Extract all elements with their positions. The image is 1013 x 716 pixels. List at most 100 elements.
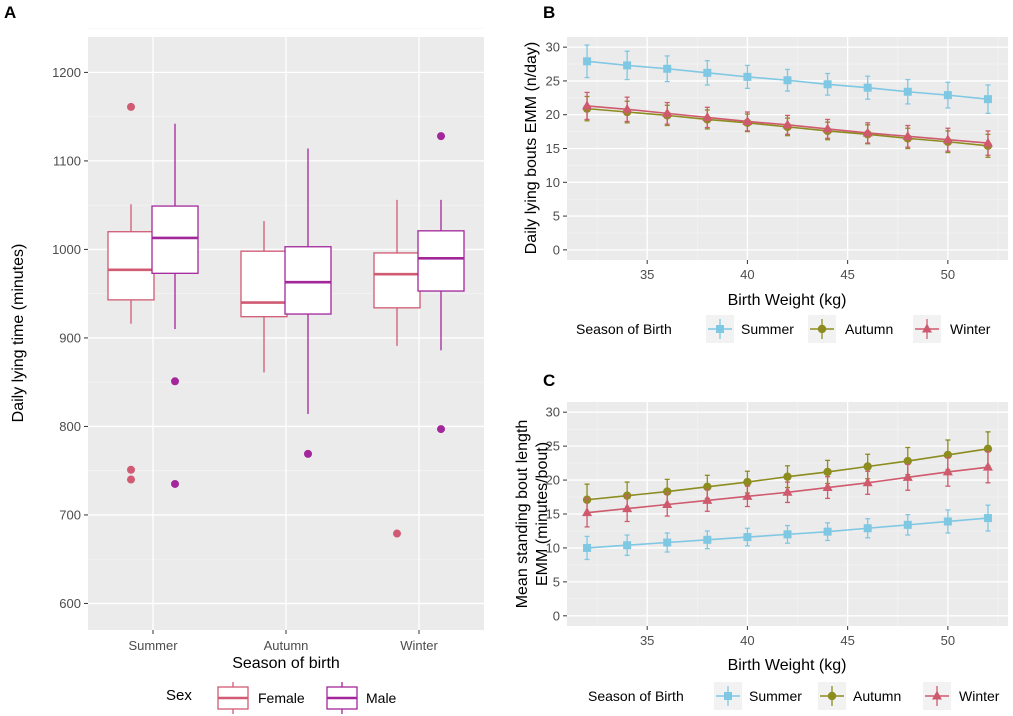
data-point-winter	[902, 130, 913, 140]
box-outlier-point	[437, 425, 445, 434]
panel-a-legend: Sex Female Male	[166, 682, 397, 714]
panel-b-x-axis-title: Birth Weight (kg)	[728, 292, 847, 309]
data-point-summer	[823, 80, 832, 89]
panel-c-legend-title: Season of Birth	[588, 688, 684, 704]
box-outlier-point	[171, 479, 179, 488]
panel-c-x-tick-label: 50	[941, 633, 955, 648]
panel-b-y-tick-label: 15	[546, 141, 560, 156]
panel-a-y-tick-label: 600	[59, 596, 81, 611]
legend-key-autumn	[818, 682, 846, 710]
panel-b-x-tick-label: 45	[840, 267, 854, 282]
data-point-summer	[663, 64, 672, 73]
panel-a-y-tick-label: 800	[59, 419, 81, 434]
panel-a-y-tick-label: 900	[59, 330, 81, 345]
data-point-winter	[822, 482, 833, 492]
panel-a-y-ticks: 600 700 800 900 1000 1100 1200	[52, 65, 88, 611]
data-point-summer	[863, 83, 872, 92]
box-outlier-point	[127, 102, 135, 111]
data-point-winter	[582, 507, 593, 517]
panel-b-legend-label-summer: Summer	[741, 321, 794, 337]
panel-b: B 0 5 10 15 20 25 30 35 40 45 50 Birth Weight (kg…	[523, 3, 1008, 343]
box-male-autumn	[284, 148, 332, 458]
data-point-winter	[662, 498, 673, 508]
legend-label-female: Female	[258, 690, 305, 706]
panel-b-y-tick-label: 20	[546, 107, 560, 122]
legend-key-summer	[706, 315, 734, 343]
data-point-winter	[702, 111, 713, 121]
panel-b-y-axis-title: Daily lying bouts EMM (n/day)	[523, 42, 540, 255]
box-male-winter	[417, 132, 465, 434]
data-point-winter	[702, 494, 713, 504]
panel-c-legend-label-winter: Winter	[959, 688, 1000, 704]
panel-b-series	[582, 44, 993, 158]
data-point-summer	[703, 68, 712, 77]
box-body	[107, 231, 155, 301]
data-point-summer	[903, 520, 912, 529]
panel-c-x-tick-label: 45	[840, 633, 854, 648]
data-point-summer	[783, 76, 792, 85]
box-body	[240, 250, 288, 318]
panel-b-x-tick-label: 50	[941, 267, 955, 282]
data-point-autumn	[903, 456, 912, 466]
data-point-winter	[862, 127, 873, 137]
data-point-autumn	[663, 487, 672, 496]
data-point-winter	[942, 134, 953, 144]
data-point-summer	[903, 87, 912, 96]
panel-c-legend-label-summer: Summer	[749, 688, 802, 704]
box-body	[373, 252, 421, 309]
panel-a-grid	[88, 27, 484, 630]
data-point-winter	[662, 107, 673, 117]
panel-c-letter: C	[543, 371, 555, 390]
legend-key-winter	[923, 682, 951, 710]
panel-a-y-tick-label: 1000	[52, 242, 81, 257]
data-point-winter	[942, 466, 953, 476]
data-point-summer	[623, 61, 632, 70]
panel-b-y-tick-label: 10	[546, 175, 560, 190]
data-point-winter	[982, 137, 993, 147]
panel-a: A 600 700 800 900 1000 1100 1200 Summer Autumn W…	[4, 3, 484, 714]
panel-b-y-tick-label: 5	[553, 209, 560, 224]
panel-c-x-ticks: 35 40 45 50	[640, 626, 955, 648]
data-point-winter	[862, 477, 873, 487]
panel-c-y-axis-title-line2: EMM (minutes/bout)	[534, 442, 551, 586]
panel-a-boxes	[107, 102, 465, 538]
panel-c-y-tick-label: 0	[553, 608, 560, 623]
panel-c-series	[582, 431, 993, 561]
legend-key-autumn	[808, 315, 836, 343]
data-point-winter	[782, 486, 793, 496]
panel-a-x-tick-label: Winter	[400, 638, 438, 653]
data-point-autumn	[823, 467, 832, 477]
data-point-summer	[743, 533, 752, 542]
series-winter	[582, 450, 993, 528]
box-body	[284, 246, 332, 315]
panel-c-y-tick-label: 10	[546, 540, 560, 555]
panel-c-y-tick-label: 5	[553, 574, 560, 589]
panel-b-y-tick-label: 30	[546, 40, 560, 55]
panel-c-y-tick-label: 30	[546, 405, 560, 420]
panel-a-y-tick-label: 700	[59, 507, 81, 522]
data-point-summer	[583, 543, 592, 552]
series-winter	[582, 91, 993, 156]
panel-a-x-tick-label: Autumn	[264, 638, 309, 653]
data-point-summer	[623, 541, 632, 550]
series-summer	[583, 44, 992, 115]
panel-b-x-tick-label: 35	[640, 267, 654, 282]
panel-b-x-tick-label: 40	[740, 267, 754, 282]
panel-a-x-axis-title: Season of birth	[232, 655, 340, 672]
panel-b-legend-label-winter: Winter	[950, 321, 991, 337]
box-outlier-point	[393, 529, 401, 538]
box-outlier-point	[304, 449, 312, 458]
panel-c-y-tick-label: 15	[546, 507, 560, 522]
legend-key-marker	[724, 692, 732, 700]
data-point-summer	[703, 535, 712, 544]
legend-key-marker	[932, 690, 942, 700]
data-point-summer	[863, 524, 872, 533]
panel-a-letter: A	[4, 3, 16, 22]
data-point-autumn	[863, 462, 872, 471]
panel-b-legend-label-autumn: Autumn	[845, 321, 893, 337]
data-point-summer	[983, 514, 992, 523]
panel-c-x-axis-title: Birth Weight (kg)	[728, 657, 847, 674]
panel-c-y-ticks: 0 5 10 15 20 25 30	[546, 405, 567, 623]
data-point-winter	[742, 115, 753, 125]
